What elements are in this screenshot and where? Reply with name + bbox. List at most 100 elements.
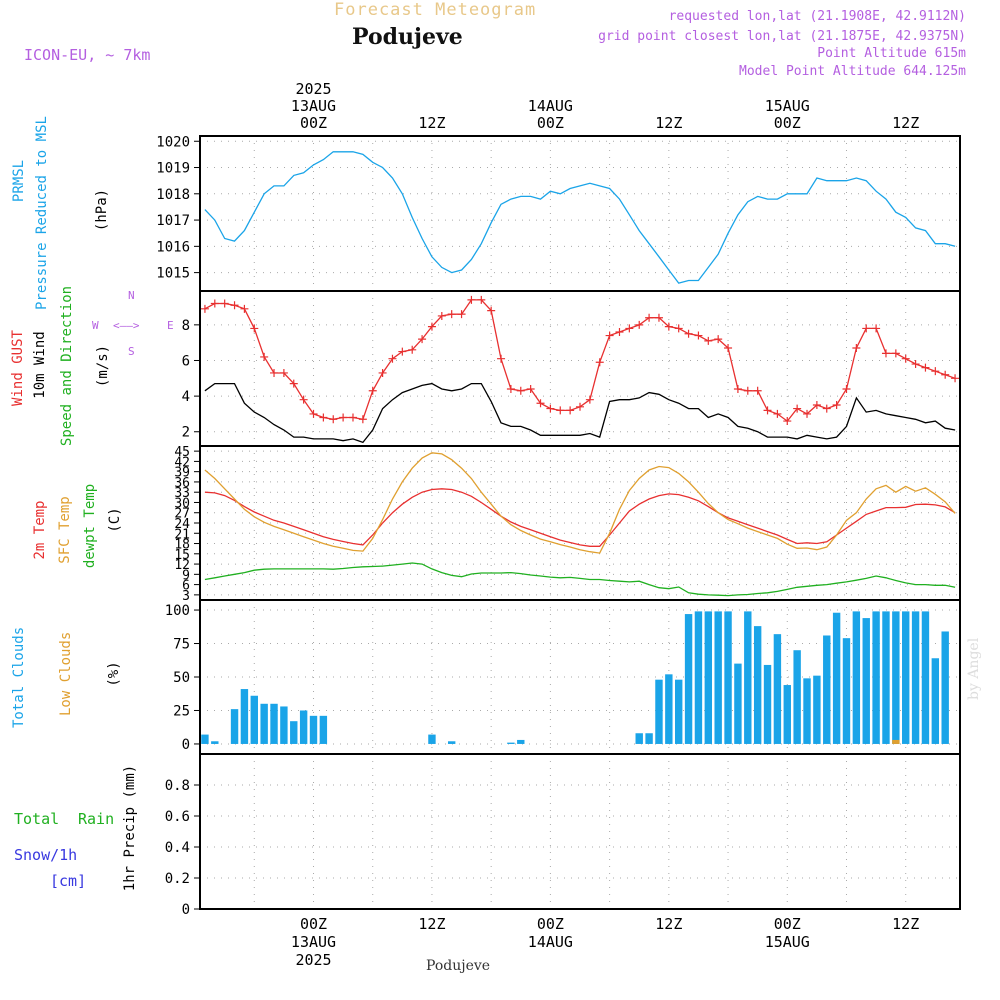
cloud-bar: [665, 674, 673, 744]
gust-marker: [398, 347, 407, 356]
y-tick-label: 0.2: [165, 871, 190, 887]
cloud-bar: [842, 638, 851, 744]
precip-label-snow: Snow/1h: [14, 846, 78, 864]
y-tick-label: 9: [182, 568, 190, 583]
gust-marker: [388, 354, 397, 363]
cloud-bar: [507, 742, 515, 744]
location-title: Podujeve: [352, 24, 463, 50]
gust-marker: [566, 406, 575, 415]
cloud-bar: [655, 679, 663, 744]
gust-marker: [585, 395, 594, 404]
y-tick-label: 30: [174, 496, 190, 511]
gust-marker: [230, 301, 239, 310]
gust-marker: [260, 352, 269, 361]
gust-marker: [497, 354, 506, 363]
y-tick-label: 0.6: [165, 809, 190, 825]
y-tick-label: 2: [182, 425, 190, 441]
gust-marker: [516, 386, 525, 395]
time-label-bottom: 2025: [295, 951, 331, 969]
gust-marker: [437, 311, 446, 320]
y-tick-label: 1016: [156, 239, 190, 255]
gust-marker: [615, 327, 624, 336]
gust-marker: [220, 299, 229, 308]
y-tick-label: 0: [182, 902, 190, 918]
gust-marker: [447, 310, 456, 319]
gust-marker: [339, 413, 348, 422]
cloud-bar: [250, 695, 258, 744]
model-altitude: Model Point Altitude 644.125m: [739, 64, 966, 79]
compass-east: E: [167, 319, 174, 332]
time-label-bottom: 14AUG: [528, 933, 573, 951]
gust-marker: [852, 344, 861, 353]
model-name: ICON-EU, ~ 7km: [24, 46, 151, 64]
cloud-bar: [931, 658, 940, 744]
cloud-bar: [645, 733, 653, 744]
gust-marker: [299, 395, 308, 404]
y-tick-label: 1015: [156, 266, 190, 282]
series-line: [204, 382, 956, 444]
time-label-top: 14AUG: [528, 97, 573, 115]
cloud-bar: [635, 733, 643, 744]
cloud-bar: [734, 663, 742, 744]
y-tick-label: 15: [174, 548, 190, 563]
cloud-bar: [872, 611, 880, 744]
series-line: [204, 151, 956, 284]
time-label-top: 00Z: [300, 114, 327, 132]
compass-north: N: [128, 289, 135, 302]
gust-marker: [743, 386, 752, 395]
cloud-bar: [684, 614, 693, 744]
gust-marker: [210, 299, 219, 308]
y-tick-label: 75: [173, 637, 190, 653]
gust-marker: [270, 368, 279, 377]
gust-marker: [457, 310, 466, 319]
y-tick-label: 0.4: [165, 840, 190, 856]
cloud-bar: [882, 611, 890, 744]
gust-marker: [901, 354, 910, 363]
cloud-bar: [230, 709, 239, 744]
y-tick-label: 39: [174, 466, 190, 481]
gust-marker: [536, 399, 545, 408]
cloud-bar: [280, 706, 288, 744]
precip-label-total: Total: [14, 810, 60, 828]
cloud-bar: [823, 635, 831, 744]
cloud-bar: [270, 703, 278, 744]
gust-marker: [556, 406, 565, 415]
compass-arrow-icon: <––>: [113, 319, 140, 332]
requested-coords: requested lon,lat (21.1908E, 42.9112N): [668, 9, 966, 24]
time-label-bottom: 00Z: [537, 915, 564, 933]
gridpoint-coords: grid point closest lon,lat (21.1875E, 42…: [598, 29, 966, 44]
y-tick-label: 8: [182, 318, 190, 334]
y-tick-label: 33: [174, 486, 190, 501]
time-label-top: 12Z: [655, 114, 682, 132]
y-tick-label: 3: [182, 589, 190, 604]
cloud-bar: [428, 734, 436, 744]
cloud-bar: [299, 710, 308, 744]
cloud-bar: [744, 611, 752, 744]
cloud-bar: [892, 739, 900, 744]
gust-marker: [576, 402, 584, 411]
y-tick-label: 1019: [156, 161, 190, 177]
cloud-bar: [832, 612, 841, 744]
cloud-bar: [941, 631, 949, 744]
gust-marker: [872, 324, 881, 333]
time-label-bottom: 13AUG: [291, 933, 336, 951]
time-label-top: 13AUG: [291, 97, 336, 115]
time-label-top: 12Z: [418, 114, 445, 132]
y-tick-label: 21: [174, 527, 190, 542]
cloud-bar: [753, 626, 762, 744]
gust-marker: [378, 368, 387, 377]
cloud-bar: [724, 611, 732, 744]
cloud-bar: [763, 664, 772, 744]
series-line: [204, 488, 956, 547]
series-line: [204, 452, 956, 554]
gust-marker: [348, 413, 357, 422]
gust-marker: [753, 386, 762, 395]
gust-marker: [467, 295, 476, 304]
y-tick-label: 25: [173, 703, 190, 719]
gust-marker: [822, 404, 831, 413]
gust-marker: [951, 374, 960, 383]
gust-marker: [783, 417, 792, 426]
cloud-bar: [892, 611, 900, 744]
cloud-bar: [517, 739, 525, 744]
gust-marker: [358, 415, 367, 424]
